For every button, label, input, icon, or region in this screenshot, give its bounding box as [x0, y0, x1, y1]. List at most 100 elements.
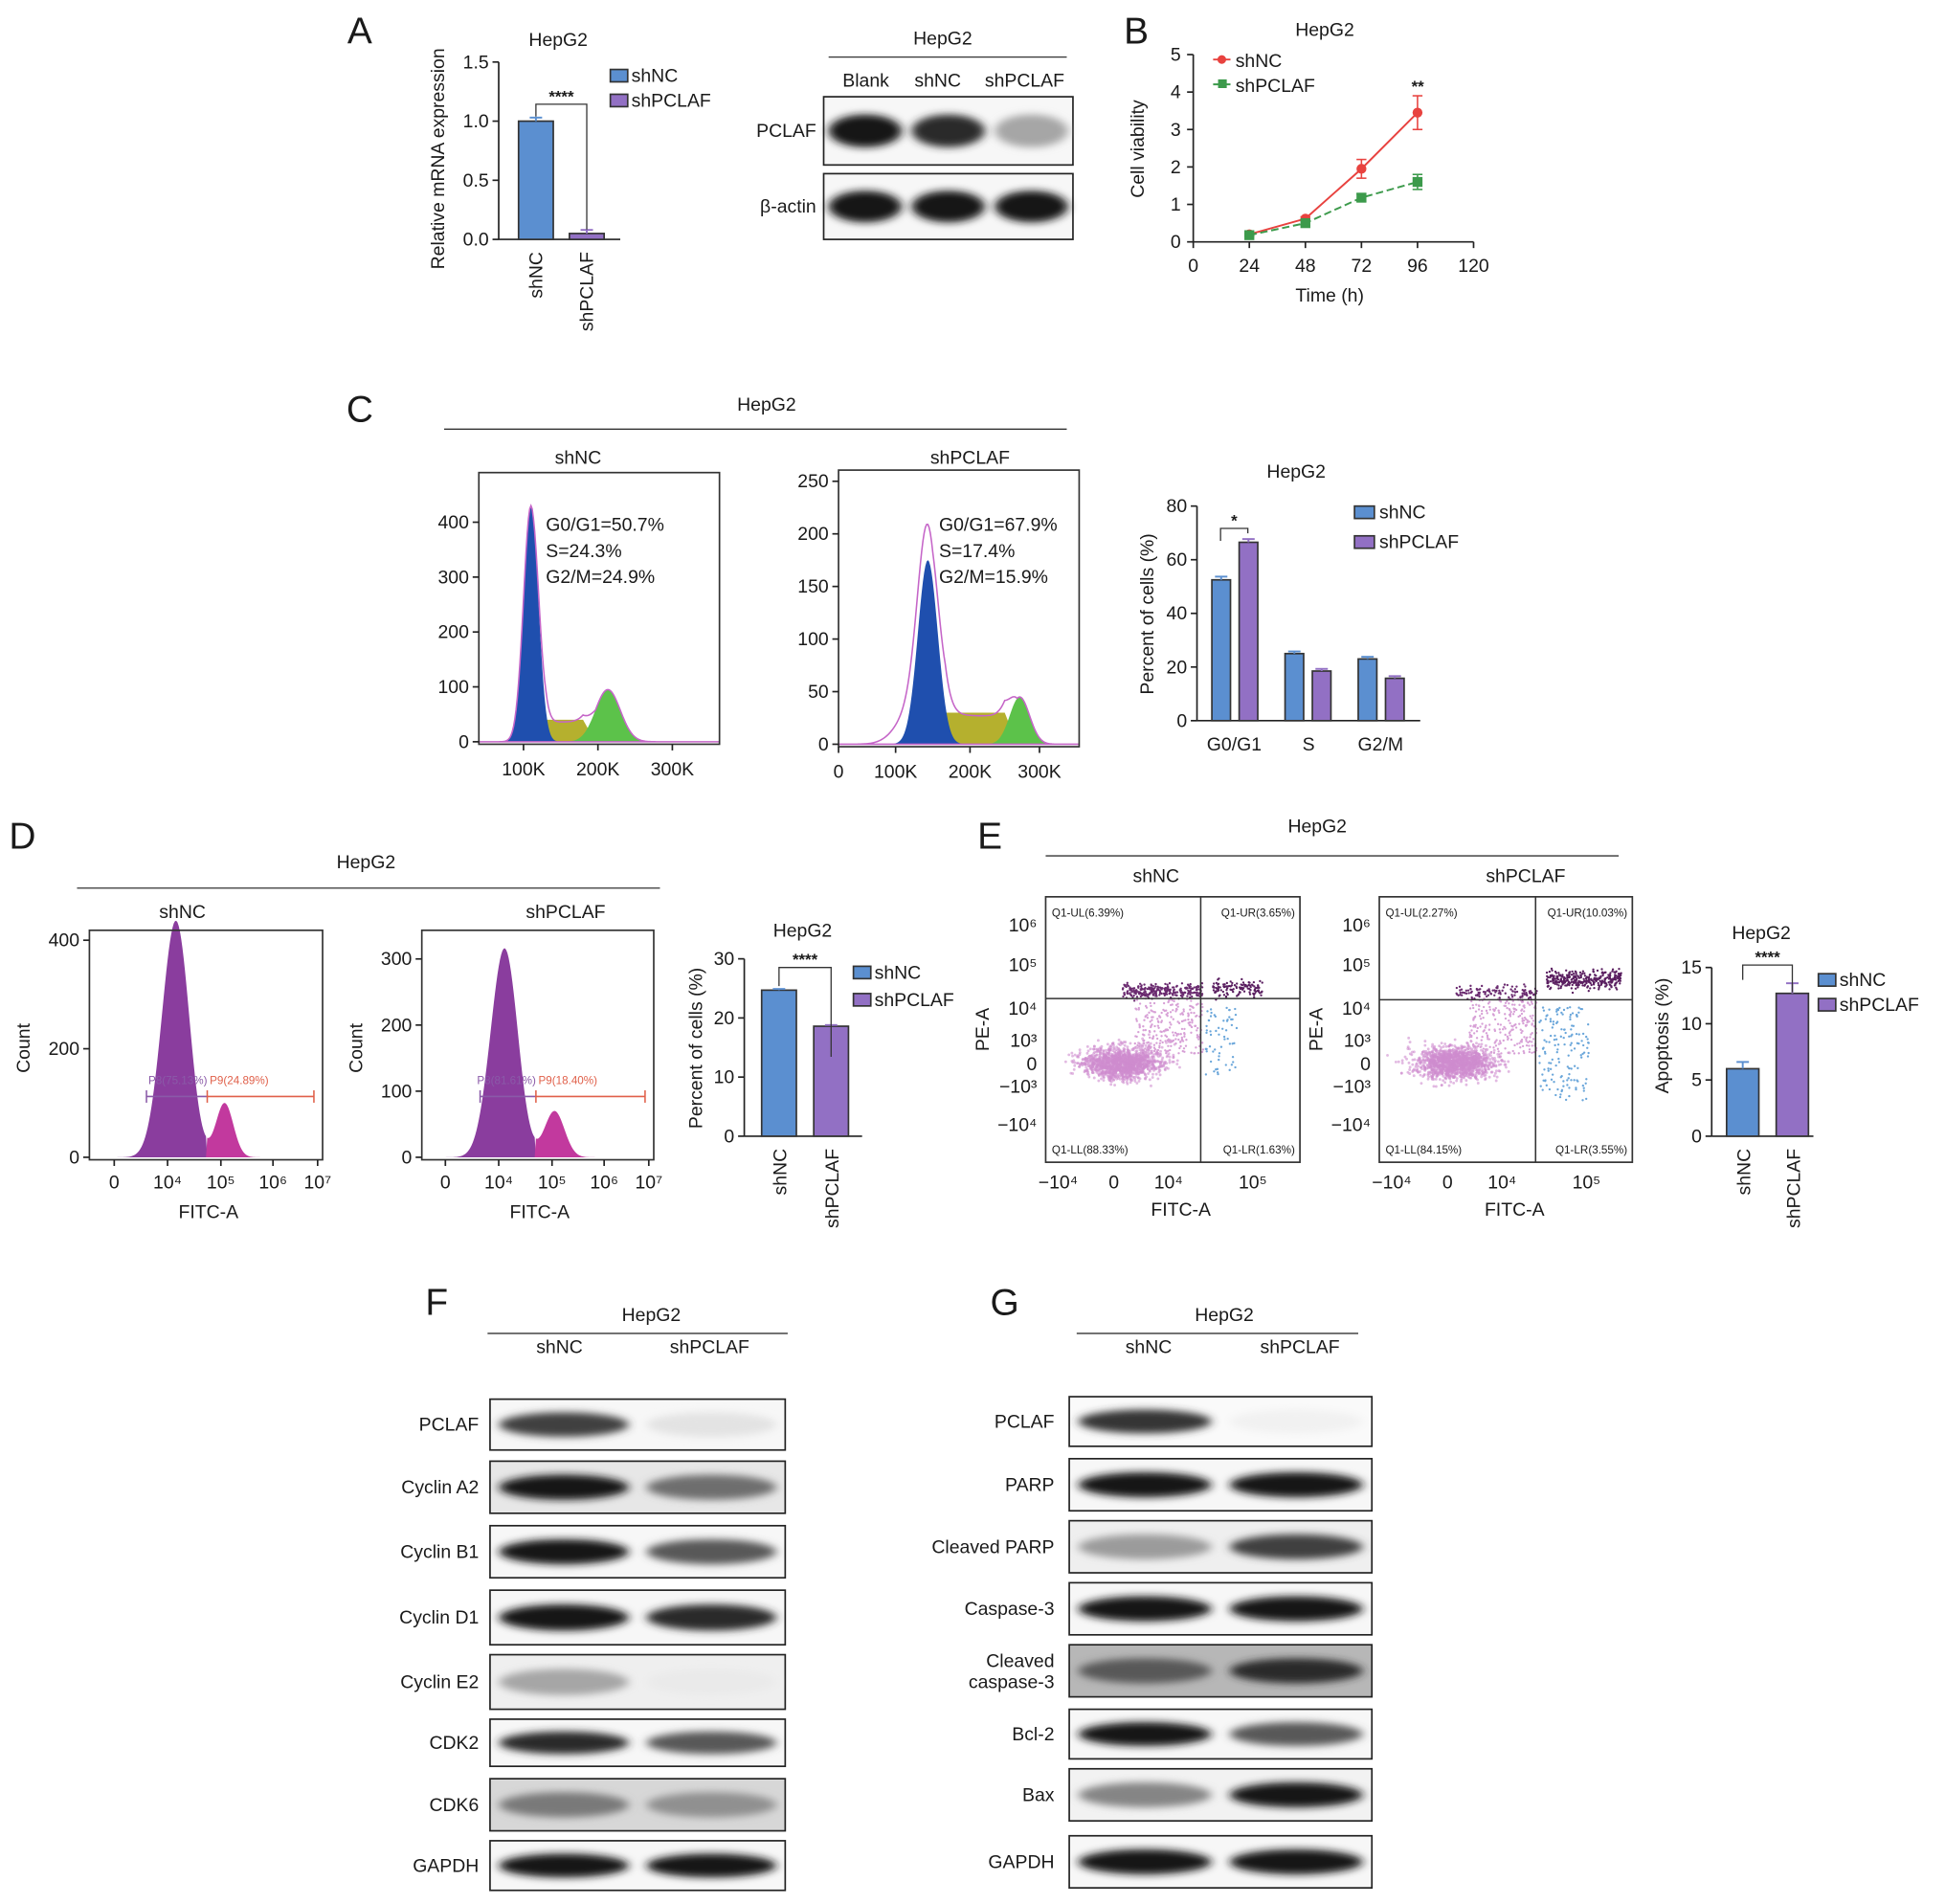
event-dot [1459, 1054, 1463, 1058]
event-dot [1137, 1080, 1141, 1083]
event-dot [1432, 1046, 1436, 1050]
event-dot [1573, 1064, 1576, 1067]
event-dot [1472, 1050, 1475, 1053]
event-dot [1587, 990, 1590, 993]
event-dot [1456, 1066, 1459, 1070]
event-dot [1492, 1014, 1495, 1017]
event-dot [1175, 1059, 1179, 1063]
event-dot [1426, 1059, 1430, 1063]
event-dot [1521, 1017, 1524, 1019]
event-dot [1120, 1070, 1123, 1074]
event-dot [1118, 1077, 1122, 1081]
event-dot [1183, 1035, 1186, 1039]
event-dot [1511, 990, 1514, 993]
event-dot [1618, 967, 1621, 971]
p8-gate-label: P8(75.13%) [148, 1074, 208, 1086]
data-point [1300, 217, 1310, 229]
event-dot [1447, 1052, 1451, 1056]
event-dot [1218, 1058, 1220, 1062]
event-dot [1086, 1049, 1090, 1053]
event-dot [1190, 987, 1193, 990]
event-dot [1070, 1051, 1074, 1055]
event-dot [1436, 1061, 1440, 1064]
event-dot [1446, 1069, 1450, 1073]
event-dot [1434, 1063, 1438, 1066]
event-dot [1177, 1038, 1180, 1042]
event-dot [1108, 1048, 1112, 1052]
event-dot [1107, 1061, 1110, 1064]
event-dot [1509, 1030, 1511, 1033]
event-dot [1239, 986, 1241, 989]
event-dot [1441, 1071, 1444, 1075]
event-dot [1102, 1079, 1106, 1082]
event-dot [1207, 1019, 1211, 1022]
histogram-outline [838, 524, 1080, 746]
blot-row-cyclin-e2: Cyclin E2 [400, 1653, 787, 1711]
event-dot [1196, 1051, 1200, 1055]
event-dot [1609, 972, 1612, 974]
y-tick-label: 60 [1167, 549, 1188, 571]
event-dot [1168, 1061, 1172, 1064]
event-dot [1464, 1054, 1467, 1058]
quadrant-label: Q1-LL(88.33%) [1052, 1144, 1129, 1156]
event-dot [1519, 996, 1522, 998]
event-dot [1480, 1045, 1483, 1048]
event-dot [1518, 1042, 1521, 1044]
event-dot [1215, 981, 1218, 985]
event-dot [1148, 1069, 1151, 1073]
event-dot [1127, 984, 1130, 988]
event-dot [1579, 1054, 1582, 1057]
event-dot [1464, 989, 1468, 992]
event-dot [1546, 1014, 1549, 1017]
event-dot [1117, 1075, 1121, 1079]
event-dot [1575, 973, 1577, 975]
event-dot [1510, 994, 1513, 997]
event-dot [1143, 1019, 1146, 1021]
x-tick-label: 0 [109, 1172, 120, 1193]
event-dot [1406, 1045, 1410, 1049]
event-dot [1506, 999, 1509, 1003]
event-dot [1136, 1076, 1140, 1079]
event-dot [1568, 1035, 1571, 1038]
event-dot [1169, 1020, 1172, 1024]
p8-gate-label: P8(81.61%) [477, 1074, 536, 1086]
event-dot [1571, 970, 1574, 974]
event-dot [1171, 1040, 1174, 1042]
y-tick-label: 10⁴ [1008, 998, 1037, 1019]
event-dot [1503, 1025, 1506, 1029]
protein-band [828, 114, 903, 147]
event-dot [1205, 1047, 1208, 1051]
event-dot [1141, 1037, 1145, 1041]
event-dot [1129, 1081, 1132, 1085]
event-dot [1135, 1066, 1139, 1069]
event-dot [1569, 1043, 1572, 1046]
x-axis-label: Time (h) [1295, 285, 1364, 306]
y-tick-label: 400 [49, 930, 80, 952]
event-dot [1112, 1069, 1116, 1072]
event-dot [1149, 1042, 1152, 1045]
event-dot [1162, 1063, 1166, 1066]
quadrant-label: Q1-UL(2.27%) [1385, 907, 1457, 920]
event-dot [1143, 1054, 1147, 1058]
event-dot [1170, 1044, 1173, 1047]
event-dot [1528, 1048, 1531, 1051]
event-dot [1171, 986, 1174, 989]
event-dot [1461, 1045, 1464, 1049]
event-dot [1145, 1075, 1149, 1079]
event-dot [1139, 1045, 1143, 1049]
event-dot [1482, 1049, 1485, 1053]
event-dot [1426, 1073, 1430, 1077]
protein-band [995, 190, 1068, 223]
row-label: Cleaved [986, 1651, 1054, 1672]
event-dot [1212, 1050, 1215, 1053]
legend-swatch [852, 993, 872, 1007]
y-tick-label: 0 [1027, 1054, 1038, 1075]
event-dot [1151, 1049, 1153, 1052]
event-dot [1157, 1070, 1161, 1074]
event-dot [1610, 986, 1613, 989]
event-dot [1232, 1061, 1235, 1064]
event-dot [1165, 1065, 1169, 1069]
event-dot [1164, 1040, 1167, 1042]
